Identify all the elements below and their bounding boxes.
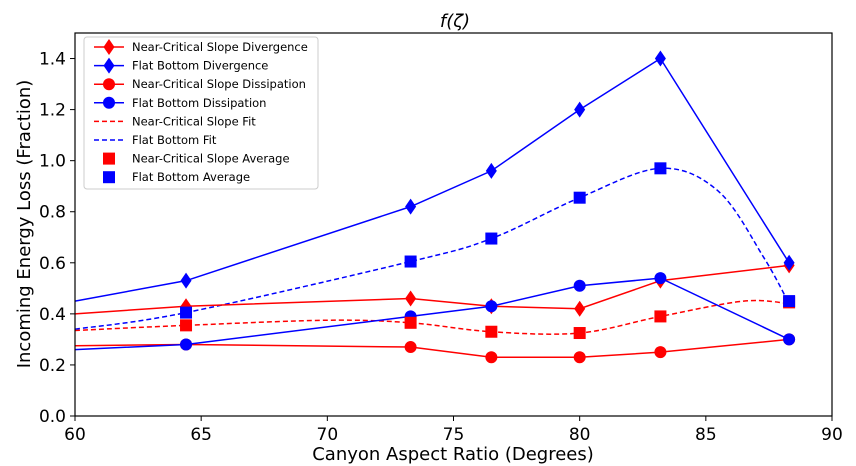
y-tick-label: 1.0	[39, 152, 66, 172]
data-point-square-marker	[654, 310, 667, 323]
y-tick-label: 0.4	[39, 305, 66, 325]
data-point-square-marker	[180, 306, 193, 319]
data-point-diamond-marker	[654, 50, 666, 67]
legend-item: Near-Critical Slope Average	[103, 152, 290, 166]
legend-label: Near-Critical Slope Average	[132, 152, 290, 166]
legend-diamond-marker	[103, 57, 115, 74]
data-point-diamond-marker	[574, 300, 586, 317]
data-point-circle-marker	[654, 272, 667, 285]
data-point-diamond-marker	[405, 198, 417, 215]
data-point-diamond-marker	[783, 254, 795, 271]
data-point-circle-marker	[485, 300, 498, 313]
legend-label: Flat Bottom Average	[132, 170, 250, 184]
legend-box	[83, 36, 319, 190]
legend-item: Near-Critical Slope Divergence	[94, 39, 308, 55]
data-point-diamond-marker	[574, 101, 586, 118]
data-point-square-marker	[485, 325, 498, 338]
legend-label: Near-Critical Slope Dissipation	[132, 77, 306, 91]
legend-square-marker	[103, 171, 115, 184]
x-tick-label: 70	[317, 425, 339, 445]
data-point-square-marker	[180, 319, 193, 332]
data-point-circle-marker	[654, 346, 667, 359]
data-point-circle-marker	[485, 351, 498, 364]
y-tick-label: 0.0	[39, 407, 66, 427]
legend-label: Flat Bottom Fit	[132, 133, 217, 147]
data-point-circle-marker	[783, 333, 796, 346]
series-flat-bottom-dissipation	[74, 272, 796, 351]
chart-title: f(ζ)	[440, 11, 470, 32]
data-point-square-marker	[404, 316, 417, 329]
data-point-square-marker	[485, 232, 498, 245]
data-point-diamond-marker	[180, 272, 192, 289]
legend-item: Near-Critical Slope Fit	[94, 114, 256, 128]
y-tick-label: 1.4	[39, 50, 66, 70]
series-near-critical-slope-fit	[74, 299, 790, 335]
legend-item: Flat Bottom Dissipation	[94, 96, 266, 110]
legend-item: Flat Bottom Fit	[94, 133, 217, 147]
y-tick-label: 0.8	[39, 203, 66, 223]
x-axis-label: Canyon Aspect Ratio (Degrees)	[312, 444, 594, 465]
x-tick-label: 80	[569, 425, 591, 445]
y-tick-label: 0.2	[39, 356, 66, 376]
data-point-circle-marker	[573, 351, 586, 364]
legend-circle-marker	[103, 78, 115, 91]
x-tick-label: 90	[821, 425, 843, 445]
legend-item: Flat Bottom Divergence	[94, 57, 268, 74]
x-tick-label: 65	[190, 425, 212, 445]
y-tick-label: 0.6	[39, 254, 66, 274]
series-flat-bottom-average	[180, 162, 796, 319]
y-axis: 0.0 0.2 0.4 0.6 0.8 1.0 1.2 1.4	[39, 50, 75, 427]
fit-curve	[74, 299, 790, 335]
data-point-square-marker	[783, 295, 796, 308]
legend-square-marker	[103, 152, 115, 165]
data-point-diamond-marker	[405, 290, 417, 307]
data-point-diamond-marker	[485, 162, 497, 179]
x-tick-label: 85	[695, 425, 717, 445]
legend-label: Flat Bottom Divergence	[132, 59, 268, 73]
legend-label: Near-Critical Slope Divergence	[132, 40, 308, 54]
legend-diamond-marker	[103, 39, 115, 55]
plot-area	[74, 50, 796, 364]
data-point-square-marker	[573, 191, 586, 204]
legend: Near-Critical Slope Divergence Flat Botto…	[83, 36, 319, 190]
data-point-circle-marker	[404, 341, 417, 354]
legend-item: Near-Critical Slope Dissipation	[94, 77, 306, 91]
x-tick-label: 75	[443, 425, 465, 445]
legend-label: Flat Bottom Dissipation	[132, 96, 266, 110]
data-point-square-marker	[573, 327, 586, 340]
data-point-square-marker	[404, 255, 417, 268]
legend-item: Flat Bottom Average	[103, 170, 250, 184]
y-axis-label: Incoming Energy Loss (Fraction)	[14, 80, 35, 369]
series-flat-bottom-divergence	[74, 50, 795, 302]
x-tick-label: 60	[64, 425, 86, 445]
legend-label: Near-Critical Slope Fit	[132, 114, 256, 128]
data-point-square-marker	[654, 162, 667, 175]
x-axis: 60 65 70 75 80 85 90	[64, 416, 843, 445]
data-point-circle-marker	[573, 279, 586, 292]
data-point-circle-marker	[180, 338, 193, 351]
y-tick-label: 1.2	[39, 101, 66, 121]
legend-circle-marker	[103, 96, 115, 109]
